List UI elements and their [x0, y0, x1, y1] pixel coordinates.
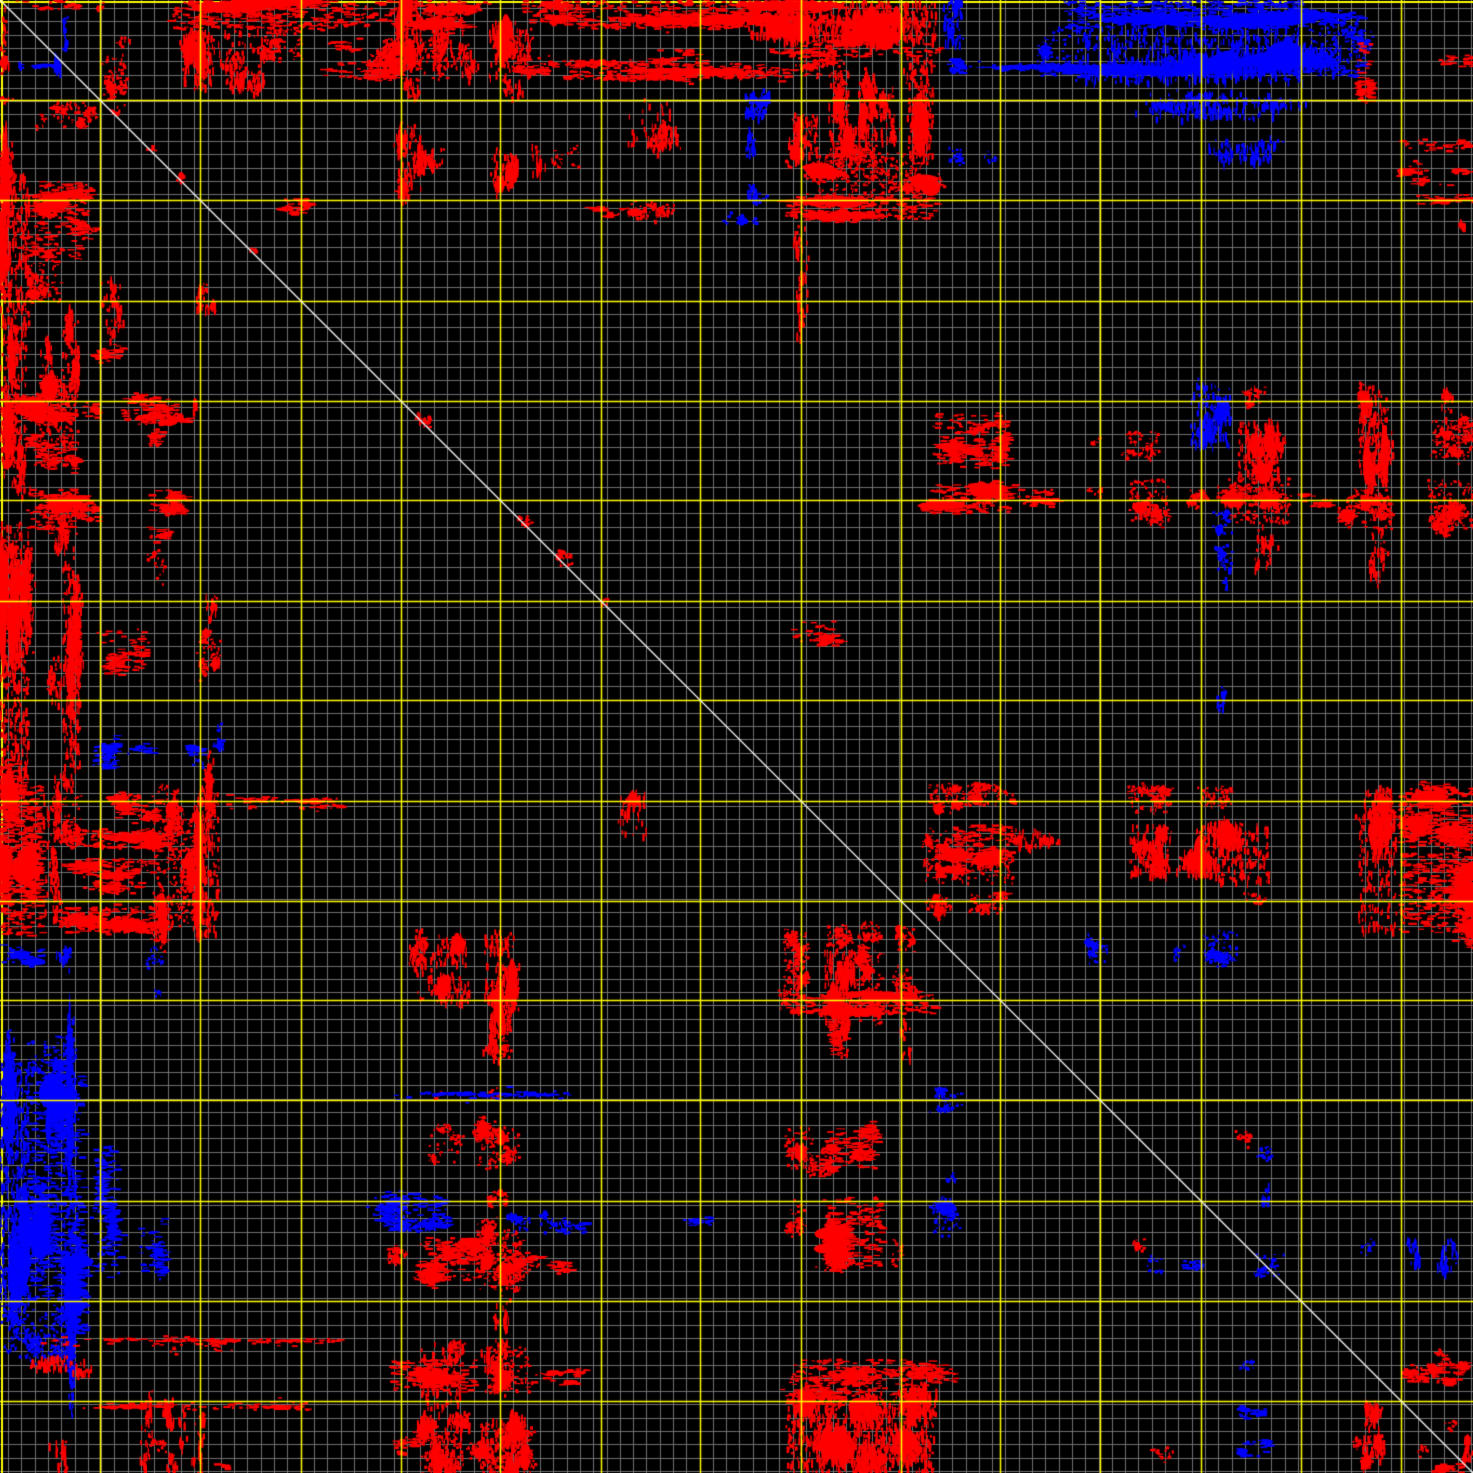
- dot-plot-figure: [0, 0, 1473, 1473]
- dotplot-canvas: [0, 0, 1473, 1473]
